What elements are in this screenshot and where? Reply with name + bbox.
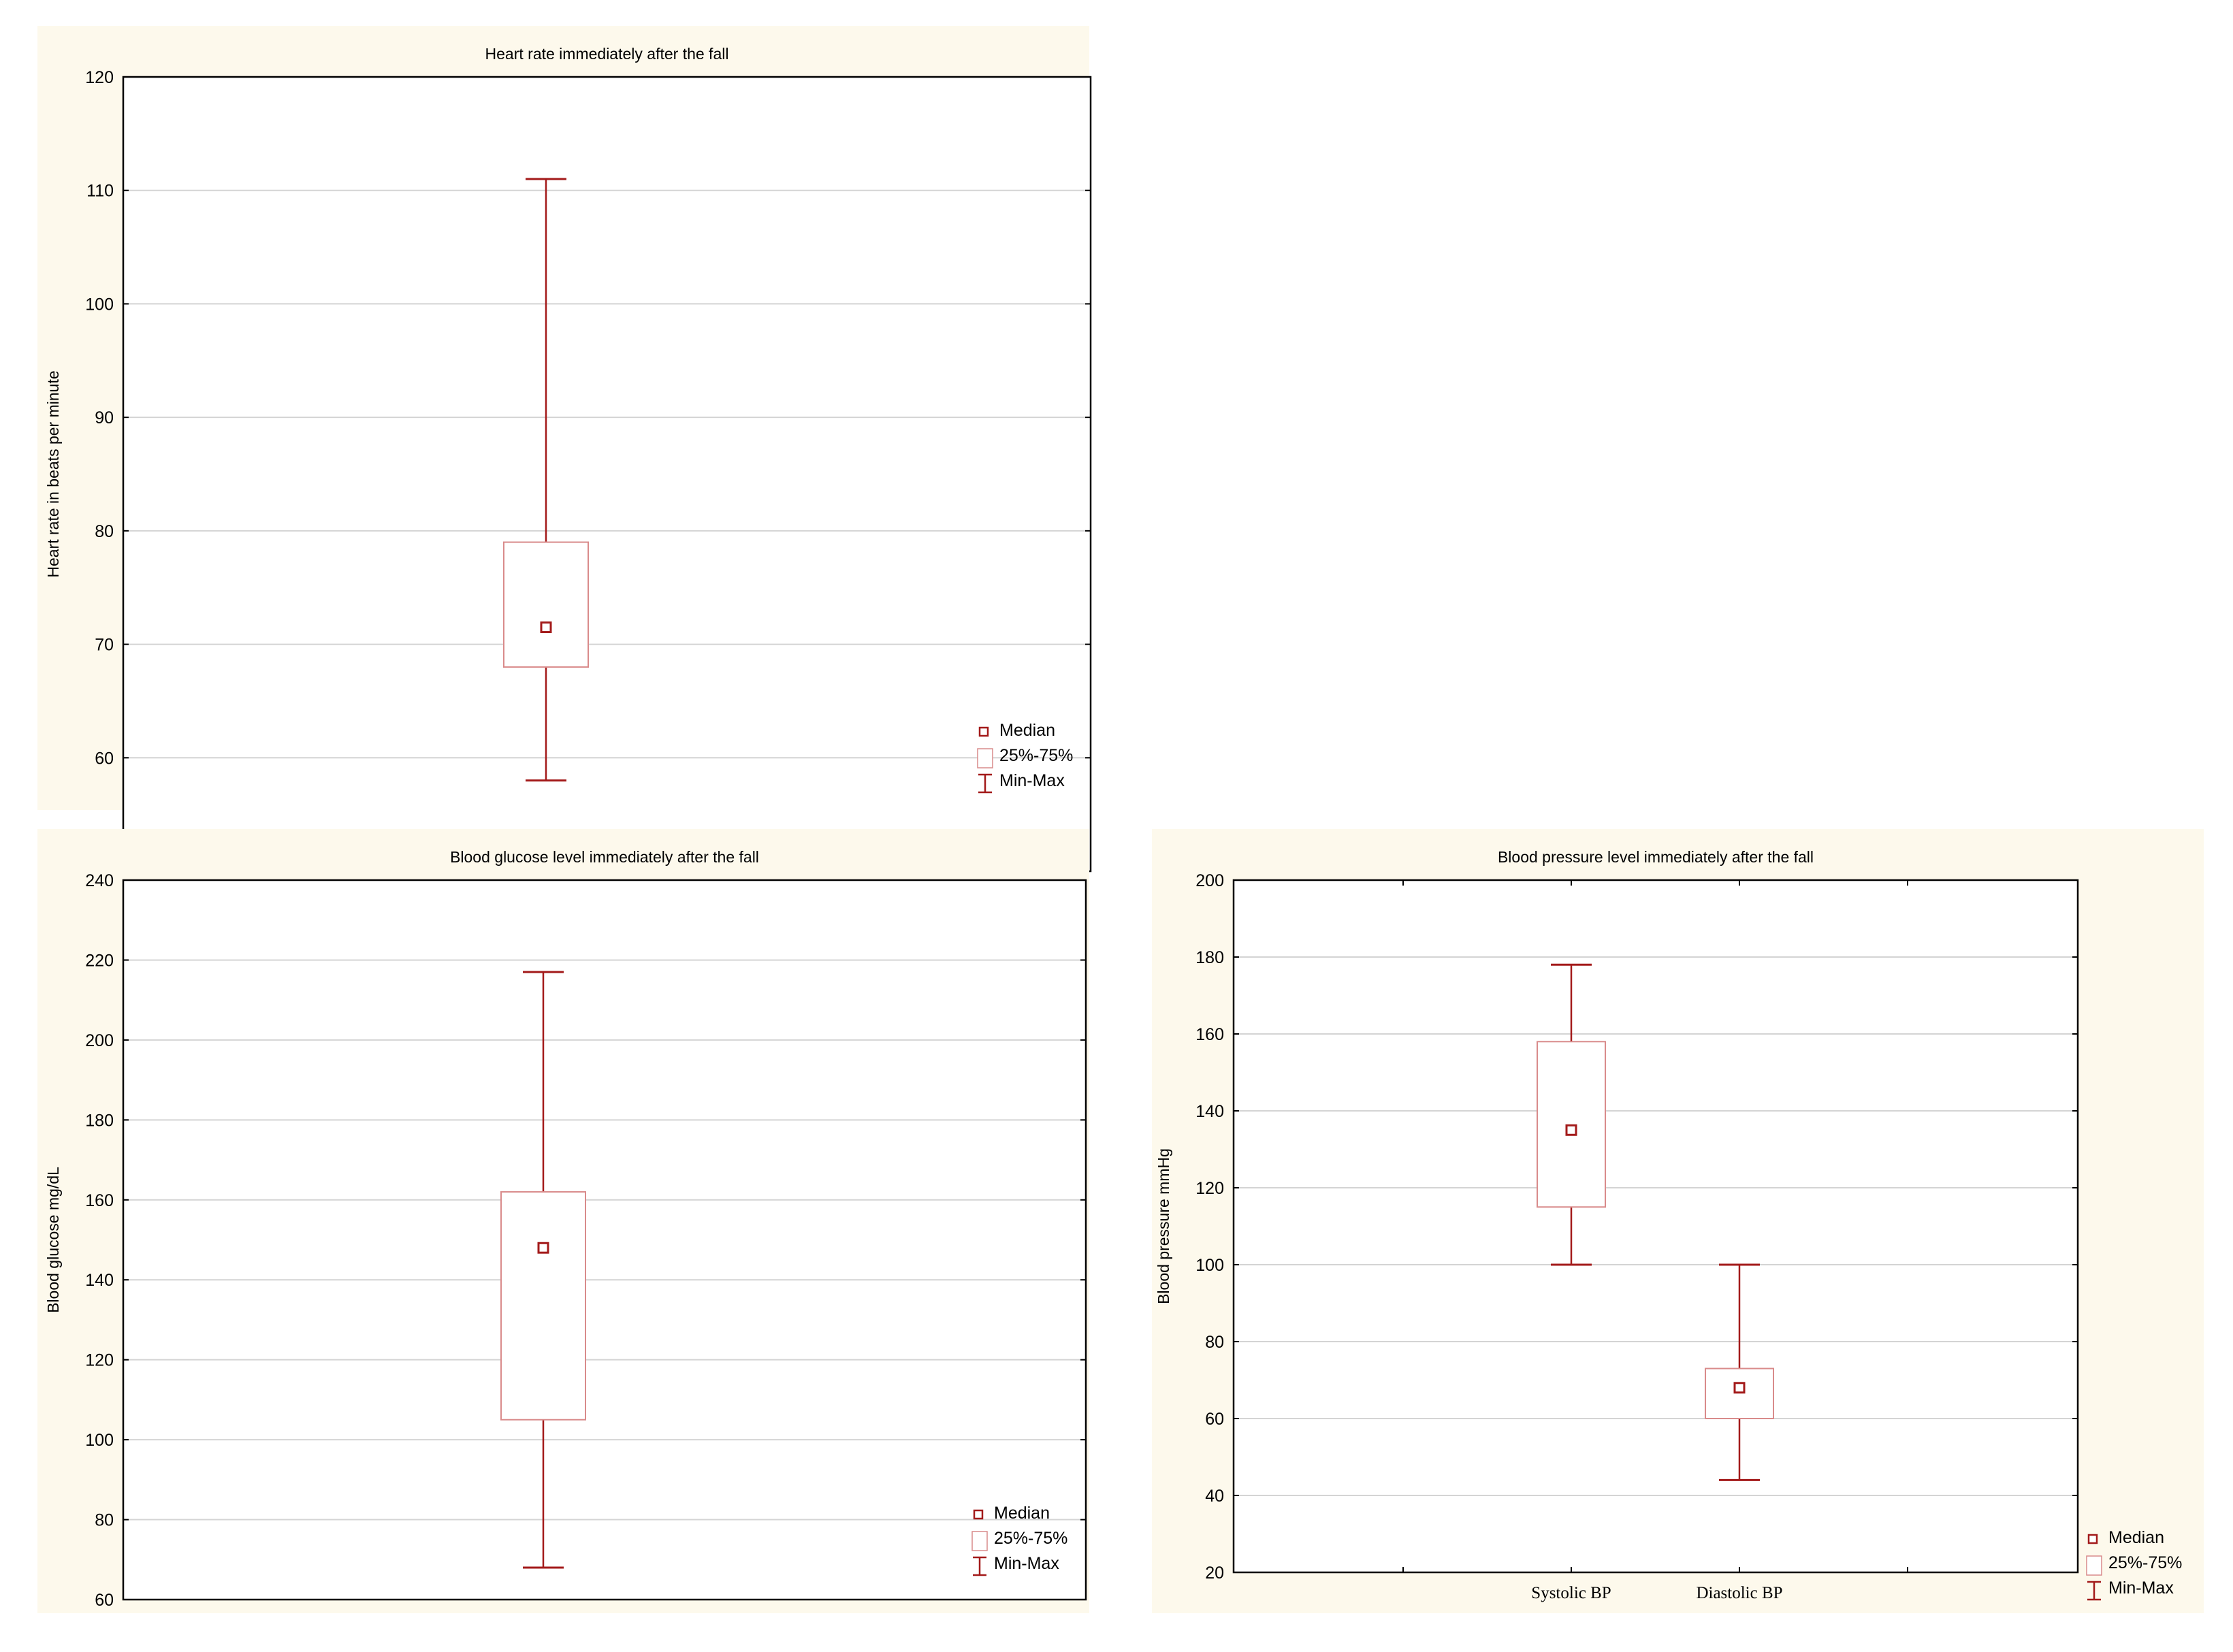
y-tick-label: 160 xyxy=(85,1191,114,1210)
y-tick-label: 200 xyxy=(85,1031,114,1050)
y-tick-label: 240 xyxy=(85,871,114,890)
legend: Median 25%-75% Min-Max xyxy=(971,1504,1067,1576)
y-tick-label: 140 xyxy=(1195,1102,1224,1121)
median-marker xyxy=(1733,1382,1746,1394)
y-tick-label: 80 xyxy=(95,522,114,541)
y-tick-label: 120 xyxy=(85,1351,114,1370)
y-tick-label: 140 xyxy=(85,1271,114,1290)
legend-median-label: Median xyxy=(999,721,1055,740)
chart-panel-2: Blood glucose level immediately after th… xyxy=(37,829,1089,1613)
x-tick-label: Systolic BP xyxy=(1531,1584,1611,1602)
legend-median-label: Median xyxy=(994,1504,1050,1523)
legend-range-label: Min-Max xyxy=(2108,1578,2174,1598)
y-tick-label: 200 xyxy=(1195,871,1224,890)
y-tick-label: 160 xyxy=(1195,1025,1224,1044)
legend-median-swatch xyxy=(973,1509,984,1520)
legend-iqr-label: 25%-75% xyxy=(999,746,1073,765)
chart-panel-3: Blood pressure level immediately after t… xyxy=(1152,829,2204,1613)
chart-title: Heart rate immediately after the fall xyxy=(485,45,729,63)
y-tick-label: 180 xyxy=(1195,948,1224,967)
y-tick-label: 60 xyxy=(95,749,114,768)
legend-iqr-swatch xyxy=(2086,1555,2102,1576)
chart-title: Blood glucose level immediately after th… xyxy=(450,848,759,866)
y-axis-label: Heart rate in beats per minute xyxy=(44,370,62,577)
plot-frame xyxy=(122,879,1087,1601)
y-tick-label: 100 xyxy=(85,1431,114,1450)
y-tick-label: 180 xyxy=(85,1111,114,1130)
y-tick-label: 120 xyxy=(85,68,114,87)
median-marker xyxy=(537,1242,549,1254)
y-axis-label: Blood pressure mmHg xyxy=(1155,1148,1172,1304)
y-tick-label: 60 xyxy=(1205,1410,1224,1429)
y-tick-label: 120 xyxy=(1195,1179,1224,1198)
y-tick-label: 110 xyxy=(86,182,114,201)
y-tick-label: 100 xyxy=(1195,1256,1224,1275)
iqr-box xyxy=(503,541,589,668)
plot-frame xyxy=(1232,879,2079,1574)
y-tick-label: 70 xyxy=(95,636,114,655)
median-marker xyxy=(1565,1124,1577,1136)
chart-title: Blood pressure level immediately after t… xyxy=(1498,848,1814,866)
legend-iqr-swatch xyxy=(971,1531,988,1551)
legend-iqr-label: 25%-75% xyxy=(994,1529,1067,1548)
x-tick-label: Diastolic BP xyxy=(1696,1584,1782,1602)
y-tick-label: 100 xyxy=(85,295,114,314)
legend-range-label: Min-Max xyxy=(999,771,1065,790)
y-tick-label: 40 xyxy=(1205,1487,1224,1506)
y-tick-label: 20 xyxy=(1205,1564,1224,1583)
plot-area xyxy=(1234,880,2078,1572)
iqr-box xyxy=(500,1191,586,1421)
y-tick-label: 90 xyxy=(95,408,114,427)
legend-median-swatch xyxy=(2087,1534,2098,1544)
y-tick-label: 220 xyxy=(85,951,114,970)
legend-range-label: Min-Max xyxy=(994,1554,1059,1573)
legend-iqr-swatch xyxy=(977,748,993,768)
y-tick-label: 60 xyxy=(95,1591,114,1610)
legend-iqr-label: 25%-75% xyxy=(2108,1553,2182,1572)
y-axis-label: Blood glucose mg/dL xyxy=(44,1167,62,1313)
legend: Median 25%-75% Min-Max xyxy=(977,721,1073,794)
y-tick-label: 80 xyxy=(95,1511,114,1530)
y-tick-label: 80 xyxy=(1205,1333,1224,1352)
plot-area xyxy=(123,77,1091,871)
median-marker xyxy=(540,621,552,634)
legend-median-label: Median xyxy=(2108,1528,2164,1547)
plot-area xyxy=(123,880,1086,1600)
legend: Median 25%-75% Min-Max xyxy=(2086,1528,2182,1601)
chart-panel-1: Heart rate immediately after the fall506… xyxy=(37,26,1092,881)
legend-median-swatch xyxy=(978,726,989,737)
